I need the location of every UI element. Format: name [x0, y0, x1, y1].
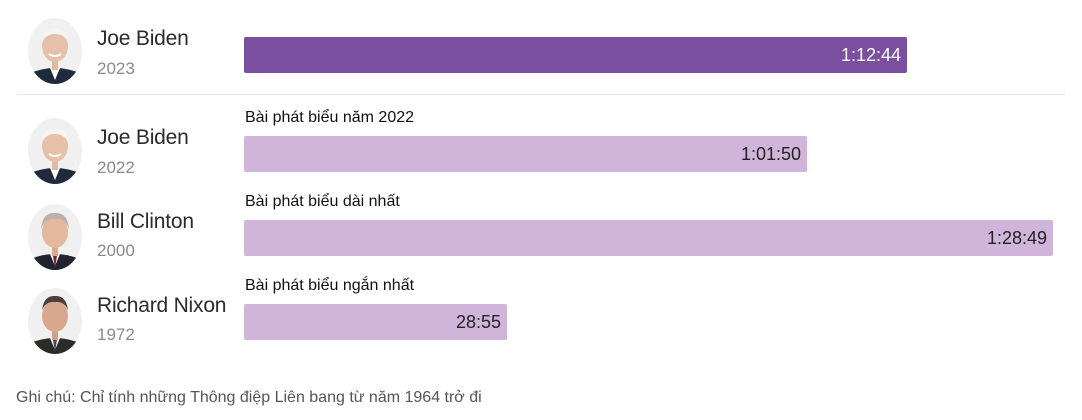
avatar-bill-clinton — [28, 204, 82, 270]
row-caption: Bài phát biểu năm 2022 — [245, 109, 415, 126]
chart-row-clinton-2000: Bài phát biểu dài nhất Bill Clinton 2000… — [0, 190, 1082, 274]
avatar-joe-biden — [28, 18, 82, 84]
duration-bar: 1:01:50 — [244, 136, 807, 172]
row-year: 2022 — [97, 158, 135, 177]
row-year: 2023 — [97, 59, 135, 78]
duration-label: 1:01:50 — [740, 144, 801, 164]
duration-label: 1:28:49 — [986, 228, 1047, 248]
row-caption: Bài phát biểu dài nhất — [245, 193, 400, 210]
chart-row-biden-2022: Bài phát biểu năm 2022 Joe Biden 2022 1:… — [0, 106, 1082, 190]
chart-row-nixon-1972: Bài phát biểu ngắn nhất Richard Nixon 19… — [0, 274, 1082, 358]
duration-bar: 1:12:44 — [244, 37, 907, 73]
row-name: Joe Biden — [97, 126, 189, 149]
divider — [17, 94, 1065, 95]
row-year: 1972 — [97, 325, 135, 344]
duration-label: 1:12:44 — [840, 45, 901, 65]
chart-row-biden-2023: Joe Biden 2023 1:12:44 — [0, 0, 1082, 94]
row-caption: Bài phát biểu ngắn nhất — [245, 277, 415, 294]
duration-bar: 28:55 — [244, 304, 507, 340]
duration-bar: 1:28:49 — [244, 220, 1053, 256]
footnote: Ghi chú: Chỉ tính những Thông điệp Liên … — [16, 389, 482, 406]
duration-label: 28:55 — [455, 312, 501, 332]
row-name: Richard Nixon — [97, 294, 227, 317]
avatar-joe-biden — [28, 118, 82, 184]
row-year: 2000 — [97, 241, 135, 260]
row-name: Bill Clinton — [97, 210, 194, 233]
avatar-richard-nixon — [28, 288, 82, 354]
row-name: Joe Biden — [97, 27, 189, 50]
